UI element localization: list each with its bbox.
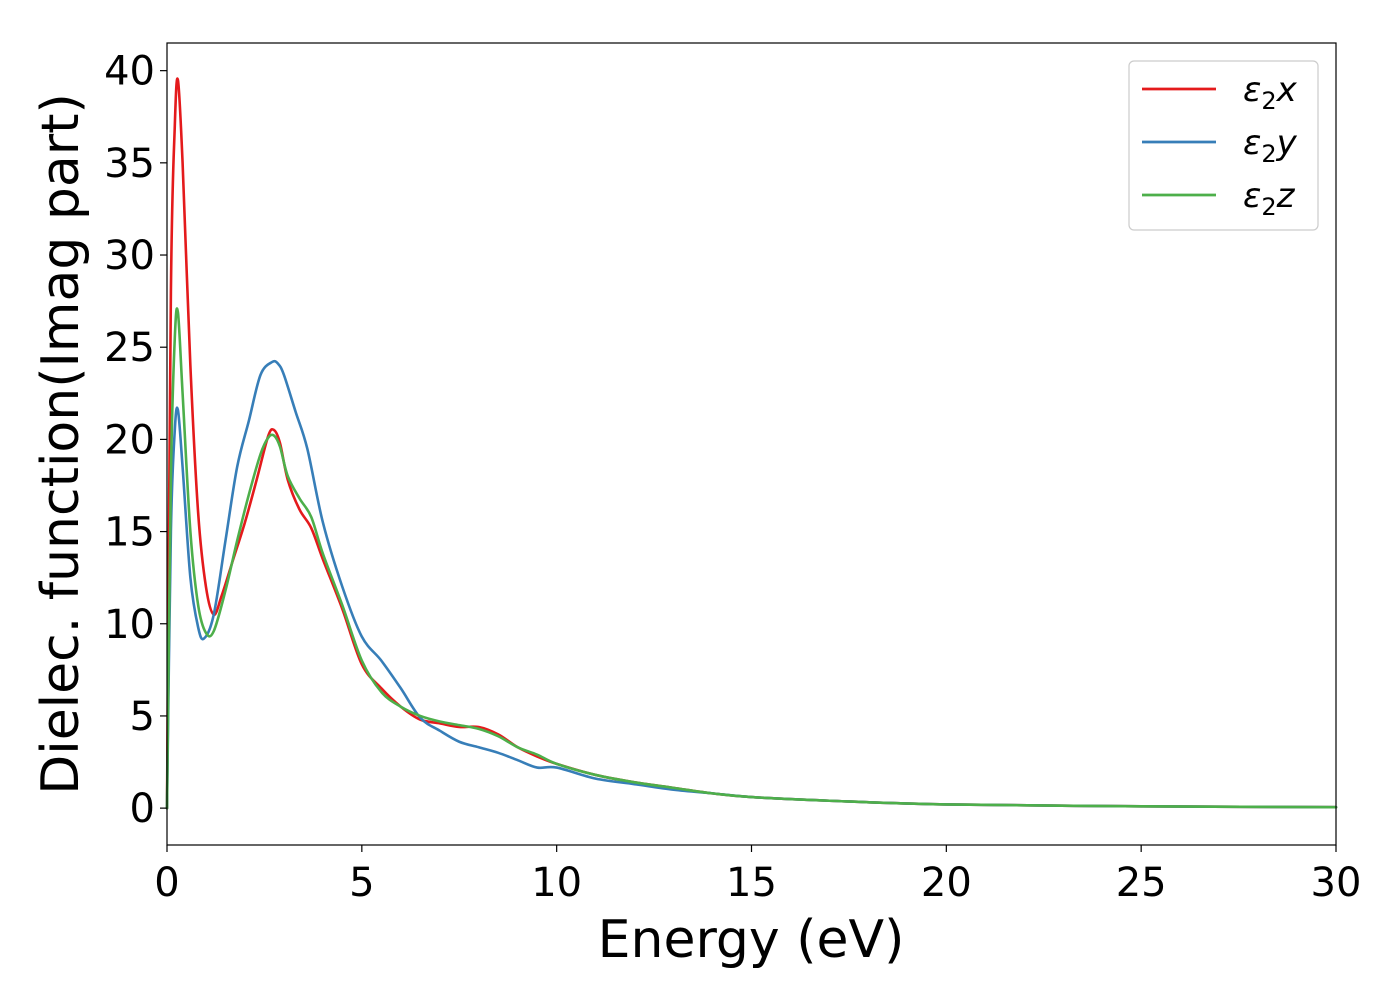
series-line-z (165, 307, 1338, 810)
y-tick-label: 0 (130, 786, 155, 832)
legend-label-z: ε2z (1243, 176, 1296, 221)
x-axis-ticks: 0 5 10 15 20 25 30 (154, 845, 1361, 906)
legend: ε2x ε2y ε2z (1128, 60, 1319, 231)
x-tick-label: 25 (1116, 860, 1167, 906)
y-tick-label: 10 (104, 602, 155, 648)
y-axis-ticks: 0 5 10 15 20 25 30 35 40 (104, 49, 167, 832)
y-tick-label: 15 (104, 510, 155, 556)
legend-label-y: ε2y (1243, 123, 1298, 168)
x-tick-label: 10 (531, 860, 582, 906)
y-tick-label: 40 (104, 49, 155, 95)
x-tick-label: 5 (349, 860, 374, 906)
series-layer (165, 77, 1338, 810)
series-line-y (165, 359, 1338, 810)
x-tick-label: 30 (1311, 860, 1362, 906)
y-tick-label: 25 (104, 325, 155, 371)
x-tick-label: 20 (921, 860, 972, 906)
y-tick-label: 5 (130, 694, 155, 740)
x-axis-title: Energy (eV) (598, 910, 905, 970)
y-axis-title: Dielec. function(Imag part) (31, 93, 91, 795)
legend-box (1128, 60, 1319, 231)
y-tick-label: 20 (104, 417, 155, 463)
legend-label-x: ε2x (1243, 70, 1298, 115)
x-tick-label: 0 (154, 860, 179, 906)
y-tick-label: 35 (104, 141, 155, 187)
x-tick-label: 15 (726, 860, 777, 906)
y-tick-label: 30 (104, 233, 155, 279)
